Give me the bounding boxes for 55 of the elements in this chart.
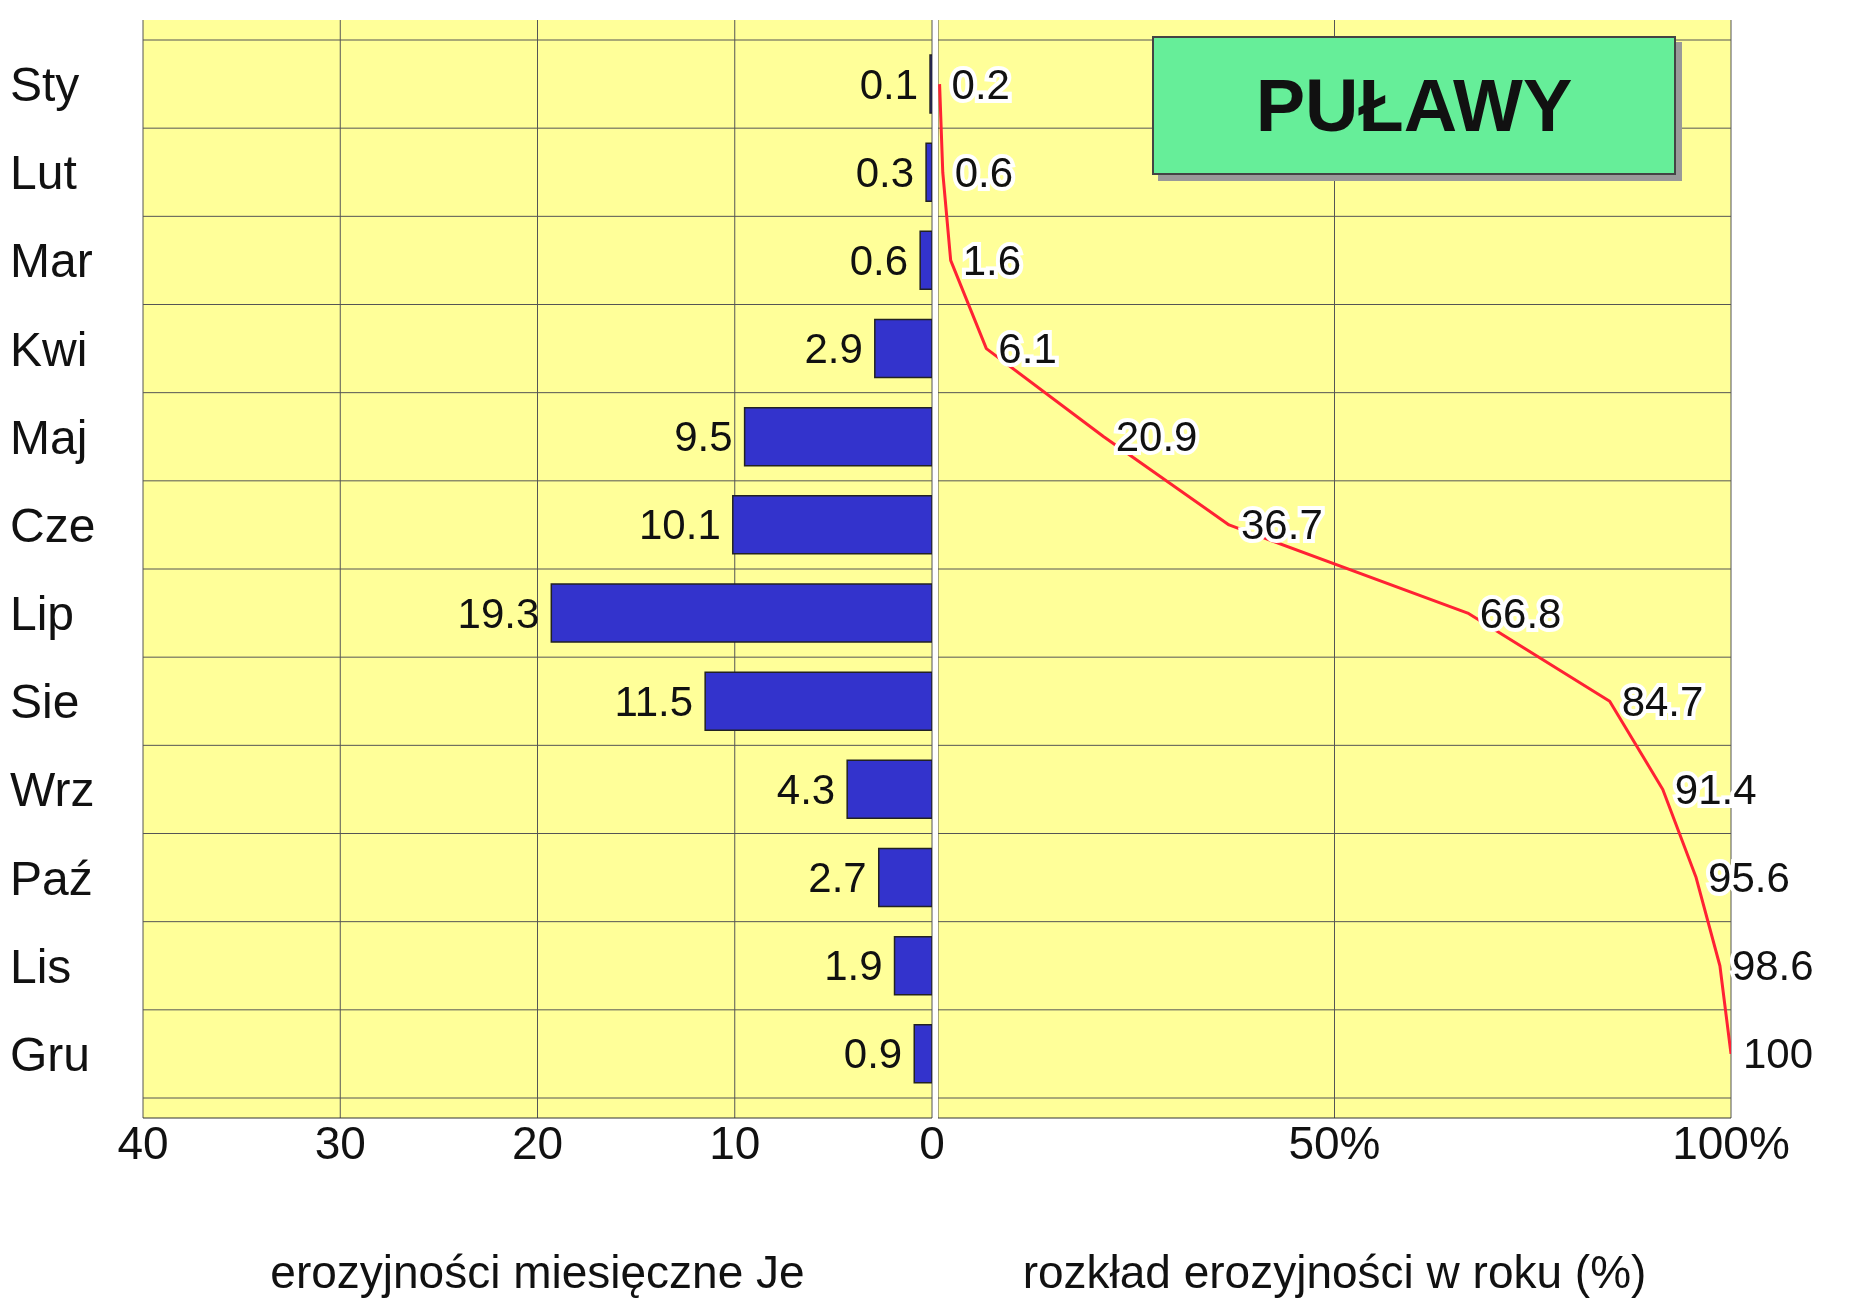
data-label: 4.3 xyxy=(776,765,836,813)
bar xyxy=(874,318,932,379)
x-tick-label: 0 xyxy=(919,1116,945,1169)
data-label: 10.1 xyxy=(639,501,721,549)
y-tick-label: Lut xyxy=(10,146,77,200)
y-tick-label: Wrz xyxy=(10,763,95,817)
data-label: 0.2 xyxy=(951,60,1010,108)
data-label: 0.3 xyxy=(855,148,915,196)
bar xyxy=(877,847,932,908)
data-label: 1.9 xyxy=(824,942,883,990)
x-tick-label: 100% xyxy=(1672,1116,1790,1169)
data-label: 0.1 xyxy=(859,60,919,108)
x-tick-label: 40 xyxy=(117,1116,169,1169)
data-label: 98.6 xyxy=(1731,942,1814,990)
data-label: 36.7 xyxy=(1241,501,1323,549)
bar xyxy=(925,142,932,202)
x-tick-label: 10 xyxy=(709,1116,761,1169)
y-tick-label: Lip xyxy=(10,587,75,641)
y-tick-label: Lis xyxy=(10,939,72,993)
bar xyxy=(550,583,932,643)
y-tick-label: Sty xyxy=(10,58,80,112)
y-tick-label: Sie xyxy=(10,675,80,729)
bar xyxy=(919,230,932,291)
bar xyxy=(893,935,932,996)
bar xyxy=(732,495,932,555)
data-label: 20.9 xyxy=(1115,413,1198,461)
data-label: 84.7 xyxy=(1621,677,1704,725)
x-axis-title: erozyjności miesięczne Je xyxy=(270,1246,805,1298)
y-tick-label: Paź xyxy=(10,851,93,905)
y-tick-label: Gru xyxy=(10,1027,91,1081)
y-tick-label: Maj xyxy=(10,410,88,464)
data-label: 66.8 xyxy=(1479,589,1562,637)
data-label: 6.1 xyxy=(998,325,1057,373)
x-axis-title: rozkład erozyjności w roku (%) xyxy=(1022,1246,1647,1298)
bar xyxy=(913,1024,932,1084)
data-label: 0.6 xyxy=(954,148,1014,196)
data-label: 91.4 xyxy=(1674,765,1757,813)
text: PUŁAWY xyxy=(1152,36,1676,175)
data-label: 100 xyxy=(1743,1030,1814,1078)
bar xyxy=(846,759,932,820)
data-label: 1.6 xyxy=(962,236,1022,284)
bar xyxy=(743,406,932,467)
y-tick-label: Cze xyxy=(10,498,96,552)
data-label: 11.5 xyxy=(614,677,694,725)
data-label: 2.7 xyxy=(808,854,867,901)
y-tick-label: Mar xyxy=(10,234,93,288)
x-tick-label: 20 xyxy=(511,1116,564,1169)
bar xyxy=(704,671,932,731)
data-label: 0.9 xyxy=(843,1030,903,1078)
x-tick-label: 50% xyxy=(1288,1116,1381,1169)
data-label: 2.9 xyxy=(804,325,863,372)
x-tick-label: 30 xyxy=(314,1116,366,1169)
y-tick-label: Kwi xyxy=(10,322,88,376)
data-label: 0.6 xyxy=(849,236,909,284)
data-label: 9.5 xyxy=(674,413,733,461)
